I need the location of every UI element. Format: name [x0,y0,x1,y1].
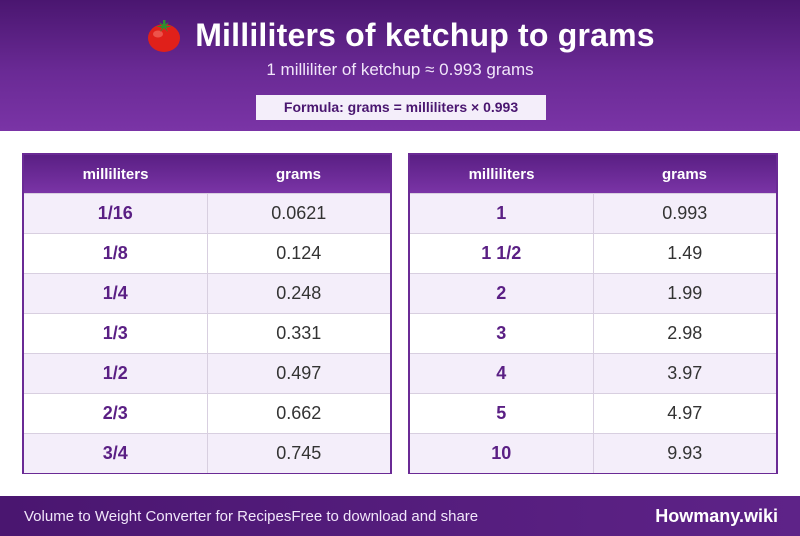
milliliters-cell: 2/3 [24,394,208,433]
brand-logo: Howmany.wiki [655,505,778,526]
grams-cell: 2.98 [667,323,703,343]
table-row: 1 0.993 [410,193,776,233]
grams-cell: 1.99 [667,283,703,303]
grams-cell: 0.993 [662,203,708,223]
milliliters-cell: 2 [410,274,594,313]
column-header-milliliters: milliliters [82,165,149,183]
title-row: Milliliters of ketchup to grams [0,14,800,56]
grams-cell: 0.248 [276,283,322,303]
table-row: 2 1.99 [410,273,776,313]
formula-box: Formula: grams = milliliters × 0.993 [256,95,546,120]
footer: Volume to Weight Converter for RecipesFr… [0,496,800,536]
grams-cell: 0.662 [276,403,322,423]
grams-cell: 0.497 [276,363,322,383]
table-header: milliliters grams [410,155,776,193]
table-row: 1/16 0.0621 [24,193,390,233]
page-title: Milliliters of ketchup to grams [195,16,655,53]
table-row: 2/3 0.662 [24,393,390,433]
milliliters-cell: 1 [410,194,594,233]
grams-cell: 0.331 [276,323,322,343]
conversion-table-right: milliliters grams 1 0.993 1 1/2 1.49 2 1.99… [408,153,778,474]
table-row: 5 4.97 [410,393,776,433]
header: Milliliters of ketchup to grams 1 millil… [0,0,800,131]
table-header: milliliters grams [24,155,390,193]
milliliters-cell: 3 [410,314,594,353]
table-row: 1/2 0.497 [24,353,390,393]
footer-tagline-part-2: Free to download and share [291,507,479,525]
grams-cell: 0.0621 [271,203,327,223]
table-row: 1 1/2 1.49 [410,233,776,273]
table-row: 3 2.98 [410,313,776,353]
milliliters-cell: 1/2 [24,354,208,393]
grams-cell: 3.97 [667,363,703,383]
conversion-table-left: milliliters grams 1/16 0.0621 1/8 0.124 1/… [22,153,392,474]
milliliters-cell: 10 [410,434,594,473]
table-row: 1/8 0.124 [24,233,390,273]
footer-tagline-part-1: Volume to Weight Converter for Recipes [24,507,292,525]
grams-cell: 4.97 [667,403,703,423]
milliliters-cell: 4 [410,354,594,393]
table-body: 1/16 0.0621 1/8 0.124 1/4 0.248 1/3 0.331 1/… [24,193,390,473]
table-row: 1/3 0.331 [24,313,390,353]
table-row: 3/4 0.745 [24,433,390,473]
table-row: 1/4 0.248 [24,273,390,313]
milliliters-cell: 1/16 [24,194,208,233]
milliliters-cell: 3/4 [24,434,208,473]
table-row: 10 9.93 [410,433,776,473]
table-row: 4 3.97 [410,353,776,393]
table-body: 1 0.993 1 1/2 1.49 2 1.99 3 2.98 4 3.97 5 4.97… [410,193,776,473]
grams-cell: 9.93 [667,443,703,463]
grams-cell: 0.124 [276,243,322,263]
footer-tagline: Volume to Weight Converter for RecipesFr… [24,508,478,525]
grams-cell: 1.49 [667,243,703,263]
grams-cell: 0.745 [276,443,322,463]
milliliters-cell: 1 1/2 [410,234,594,273]
milliliters-cell: 5 [410,394,594,433]
tomato-icon [145,16,183,54]
subtitle: 1 milliliter of ketchup ≈ 0.993 grams [266,60,534,79]
column-header-milliliters: milliliters [468,165,535,183]
column-header-grams: grams [661,165,708,183]
milliliters-cell: 1/8 [24,234,208,273]
milliliters-cell: 1/3 [24,314,208,353]
milliliters-cell: 1/4 [24,274,208,313]
column-header-grams: grams [275,165,322,183]
